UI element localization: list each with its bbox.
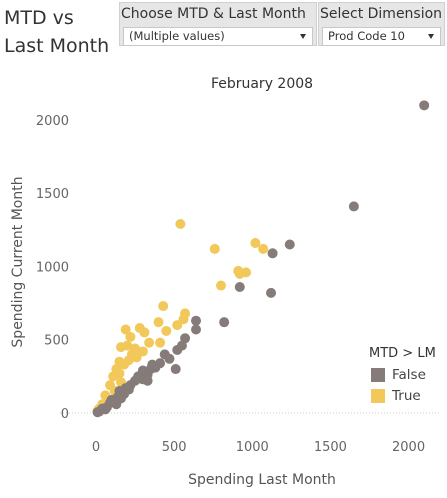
- scatter-point-true[interactable]: [158, 301, 168, 311]
- x-axis-label: Spending Last Month: [188, 472, 336, 488]
- scatter-point-false[interactable]: [172, 345, 182, 355]
- y-tick-label: 1500: [36, 187, 69, 202]
- scatter-point-false[interactable]: [147, 360, 157, 370]
- y-tick-label: 1000: [36, 260, 69, 275]
- x-tick-label: 2000: [392, 440, 425, 455]
- x-tick-label: 500: [162, 440, 187, 455]
- x-tick-label: 1500: [314, 440, 347, 455]
- scatter-point-false[interactable]: [116, 393, 126, 403]
- scatter-point-true[interactable]: [172, 320, 182, 330]
- scatter-point-false[interactable]: [171, 364, 181, 374]
- y-tick-label: 2000: [36, 114, 69, 129]
- x-axis-ticks: 0 500 1000 1500 2000: [92, 440, 425, 455]
- legend-label-true: True: [392, 388, 421, 404]
- scatter-point-false[interactable]: [266, 288, 276, 298]
- scatter-point-true[interactable]: [216, 281, 226, 291]
- scatter-point-false[interactable]: [191, 324, 201, 334]
- scatter-point-false[interactable]: [349, 201, 359, 211]
- legend-item-false[interactable]: False: [371, 367, 426, 383]
- y-axis-ticks: 0 500 1000 1500 2000: [36, 114, 69, 422]
- scatter-point-false[interactable]: [285, 240, 295, 250]
- legend-swatch-true: [371, 389, 385, 403]
- legend-swatch-false: [371, 368, 385, 382]
- scatter-point-true[interactable]: [175, 219, 185, 229]
- y-tick-label: 500: [44, 334, 69, 349]
- legend-label-false: False: [392, 367, 426, 383]
- scatter-point-true[interactable]: [116, 342, 126, 352]
- y-tick-label: 0: [61, 407, 69, 422]
- scatter-point-false[interactable]: [143, 376, 153, 386]
- scatter-point-true[interactable]: [210, 244, 220, 254]
- y-axis-label: Spending Current Month: [10, 176, 26, 347]
- scatter-point-false[interactable]: [133, 371, 143, 381]
- scatter-point-true[interactable]: [154, 317, 164, 327]
- scatter-point-true[interactable]: [161, 326, 171, 336]
- scatter-point-true[interactable]: [235, 269, 245, 279]
- scatter-point-true[interactable]: [139, 327, 149, 337]
- x-tick-label: 0: [92, 440, 100, 455]
- legend-item-true[interactable]: True: [371, 388, 421, 404]
- scatter-point-false[interactable]: [268, 248, 278, 258]
- scatter-point-false[interactable]: [191, 316, 201, 326]
- scatter-point-true[interactable]: [258, 244, 268, 254]
- x-tick-label: 1000: [236, 440, 269, 455]
- scatter-point-true[interactable]: [144, 338, 154, 348]
- legend-title: MTD > LM: [369, 346, 436, 361]
- scatter-point-false[interactable]: [219, 317, 229, 327]
- scatter-point-false[interactable]: [235, 282, 245, 292]
- scatter-point-true[interactable]: [155, 338, 165, 348]
- scatter-point-false[interactable]: [124, 385, 134, 395]
- scatter-point-false[interactable]: [100, 404, 110, 414]
- scatter-point-true[interactable]: [125, 332, 135, 342]
- chart-title: February 2008: [211, 76, 313, 92]
- scatter-point-false[interactable]: [419, 100, 429, 110]
- scatter-point-false[interactable]: [160, 349, 170, 359]
